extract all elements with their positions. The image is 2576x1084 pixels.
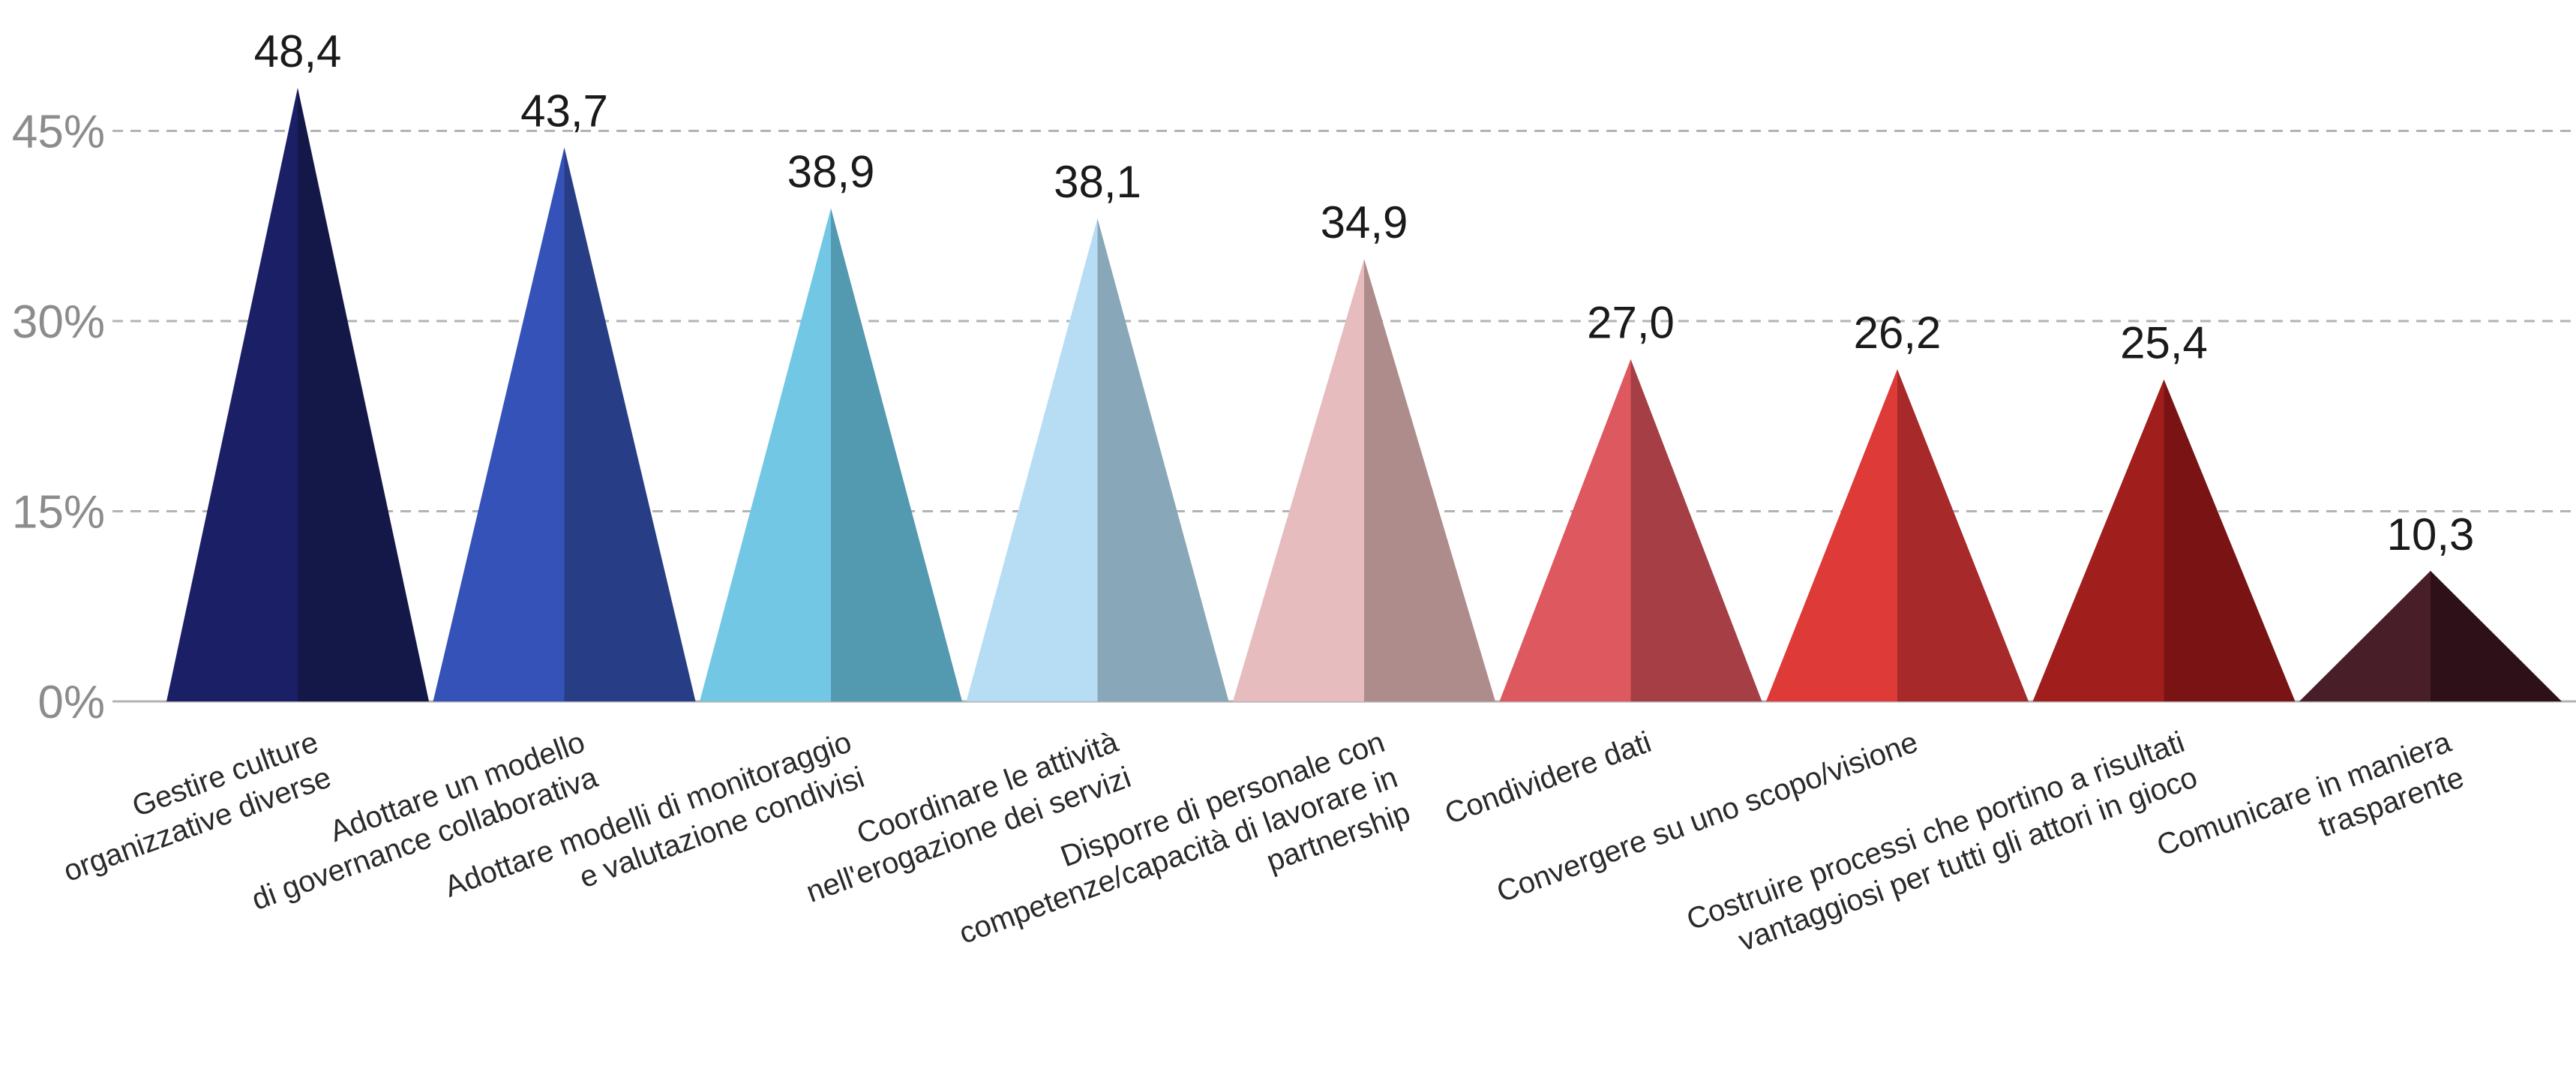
bars — [166, 88, 2562, 702]
data-label: 38,1 — [1054, 157, 1141, 207]
data-label: 43,7 — [520, 86, 608, 136]
bar-triangle-left-face — [1233, 259, 1364, 701]
y-tick-label: 45% — [12, 107, 105, 158]
category-label: Costruire processi che portino a risulta… — [1682, 725, 2201, 958]
category-label-line: Condividere dati — [1441, 725, 1656, 830]
data-label: 25,4 — [2120, 318, 2208, 368]
data-labels: 48,4 43,7 38,9 38,1 34,9 27,0 26,2 25,4 10,3 — [254, 26, 2475, 560]
bar-triangle-left-face — [700, 208, 831, 702]
bar-triangle-right-face — [2164, 379, 2296, 701]
data-label: 10,3 — [2387, 509, 2475, 560]
bar-triangle — [966, 218, 1229, 701]
data-label: 34,9 — [1321, 197, 1408, 248]
bar-triangle-right-face — [1630, 359, 1762, 701]
data-label: 27,0 — [1587, 298, 1675, 348]
bar-triangle-right-face — [1097, 218, 1229, 701]
y-tick-label: 30% — [12, 296, 105, 348]
y-tick-label: 0% — [37, 677, 105, 728]
y-tick-label: 15% — [12, 487, 105, 539]
bar-triangle-right-face — [298, 88, 429, 702]
bar-triangle — [2032, 379, 2296, 701]
bar-triangle-right-face — [831, 208, 962, 702]
bar-triangle-left-face — [166, 88, 298, 702]
bar-triangle-right-face — [564, 147, 696, 702]
data-label: 48,4 — [254, 26, 342, 77]
bar-triangle-right-face — [1364, 259, 1495, 701]
bar-triangle-right-face — [2431, 570, 2562, 701]
bar-triangle-left-face — [966, 218, 1098, 701]
bar-triangle-right-face — [1897, 369, 2029, 701]
bar-triangle — [1499, 359, 1762, 701]
bar-triangle-left-face — [1499, 359, 1631, 701]
bar-triangle — [1233, 259, 1495, 701]
bar-triangle-left-face — [433, 147, 565, 702]
data-label: 26,2 — [1854, 308, 1942, 358]
y-axis-tick-labels: 0% 15% 30% 45% — [12, 107, 105, 729]
bar-triangle — [433, 147, 696, 702]
bar-triangle-left-face — [2032, 379, 2164, 701]
data-label: 38,9 — [787, 147, 875, 197]
category-label: Condividere dati — [1441, 725, 1656, 830]
bar-triangle — [2299, 570, 2562, 701]
bar-triangle — [700, 208, 962, 702]
bar-triangle-left-face — [1766, 369, 1897, 701]
bar-triangle — [166, 88, 429, 702]
bar-triangle-left-face — [2299, 570, 2431, 701]
category-label-line: Costruire processi che portino a risulta… — [1682, 725, 2188, 937]
bar-triangle — [1766, 369, 2029, 701]
